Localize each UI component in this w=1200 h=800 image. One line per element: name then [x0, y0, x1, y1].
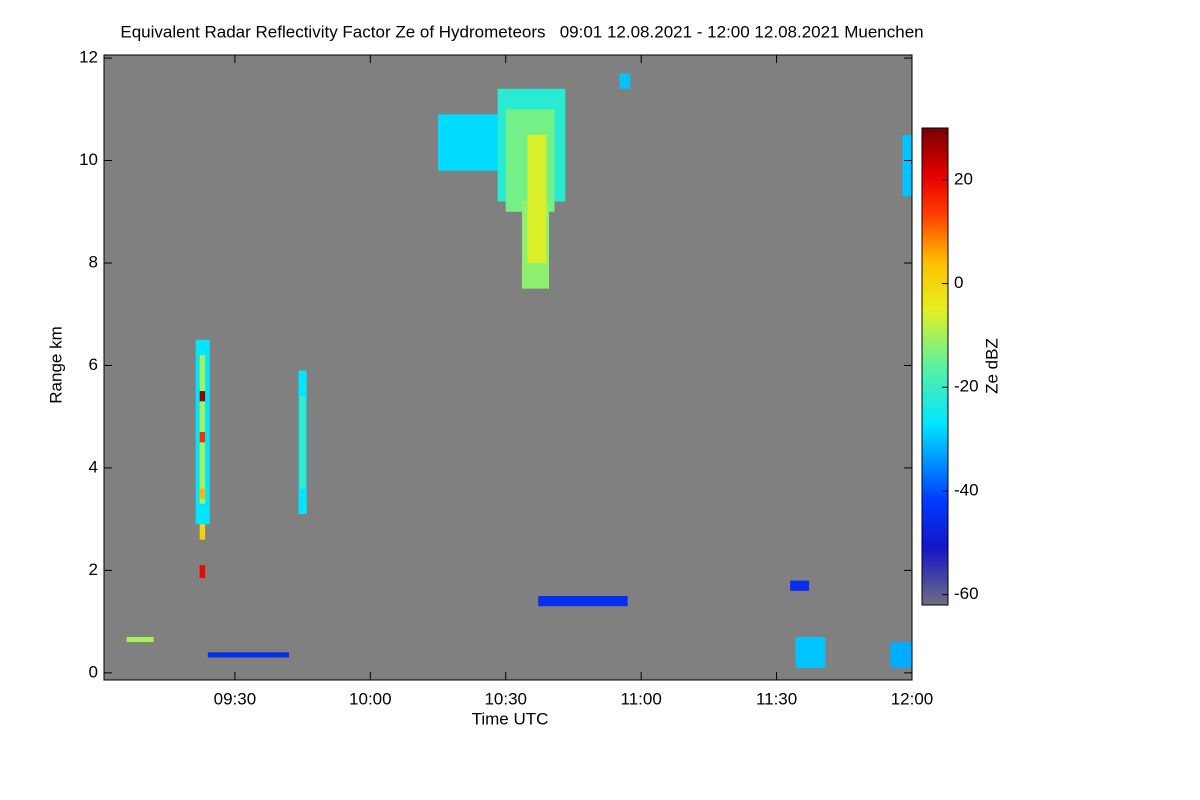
x-tick-label: 09:30	[214, 689, 257, 708]
x-tick-label: 11:00	[621, 689, 662, 708]
x-tick-label: 11:30	[756, 689, 797, 708]
x-axis-label: Time UTC	[472, 709, 549, 728]
echo-cell	[527, 134, 547, 263]
echo-cell	[538, 595, 628, 607]
echo-cell	[890, 642, 912, 668]
colorbar-label: Ze dBZ	[982, 338, 1001, 394]
chart-title: Equivalent Radar Reflectivity Factor Ze …	[120, 22, 923, 41]
echo-cell	[199, 432, 206, 443]
echo-cell	[199, 488, 206, 499]
echo-cell	[126, 636, 154, 643]
colorbar-tick-label: 0	[954, 273, 963, 292]
colorbar-tick-label: -60	[954, 584, 979, 603]
y-tick-label: 12	[79, 48, 98, 67]
echo-cell	[207, 652, 290, 658]
echo-cell	[199, 565, 206, 579]
y-tick-label: 10	[79, 150, 98, 169]
y-tick-label: 4	[89, 457, 98, 476]
y-tick-label: 0	[89, 662, 98, 681]
echo-cell	[299, 396, 306, 489]
colorbar-tick-label: 20	[954, 169, 973, 188]
echo-cell	[199, 524, 206, 540]
echo-cell	[790, 580, 810, 591]
echo-cell	[795, 636, 826, 668]
y-tick-label: 8	[89, 252, 98, 271]
echo-cell	[199, 355, 206, 504]
plot-frame	[103, 54, 913, 681]
y-tick-label: 6	[89, 355, 98, 374]
colorbar	[921, 127, 949, 606]
x-tick-label: 10:30	[484, 689, 527, 708]
y-tick-label: 2	[89, 560, 98, 579]
x-tick-label: 12:00	[891, 689, 934, 708]
y-axis-label: Range km	[46, 326, 65, 403]
colorbar-tick-label: -20	[954, 377, 979, 396]
echo-cell	[619, 73, 631, 89]
echo-cell	[902, 134, 912, 197]
x-tick-label: 10:00	[349, 689, 392, 708]
echo-cell	[199, 391, 206, 402]
colorbar-tick-label: -40	[954, 480, 979, 499]
